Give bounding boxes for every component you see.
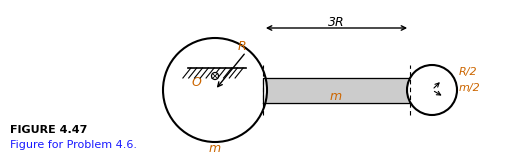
Text: Figure for Problem 4.6.: Figure for Problem 4.6. — [10, 140, 137, 150]
Text: m: m — [209, 141, 221, 155]
Polygon shape — [263, 78, 410, 103]
Text: FIGURE 4.47: FIGURE 4.47 — [10, 125, 87, 135]
Text: m/2: m/2 — [459, 83, 481, 93]
Text: 3R: 3R — [328, 15, 344, 29]
Text: m: m — [330, 91, 342, 103]
Circle shape — [407, 65, 457, 115]
Text: R/2: R/2 — [459, 67, 478, 77]
Circle shape — [211, 73, 219, 79]
Text: R: R — [238, 39, 246, 52]
Text: O: O — [191, 75, 201, 89]
Circle shape — [163, 38, 267, 142]
